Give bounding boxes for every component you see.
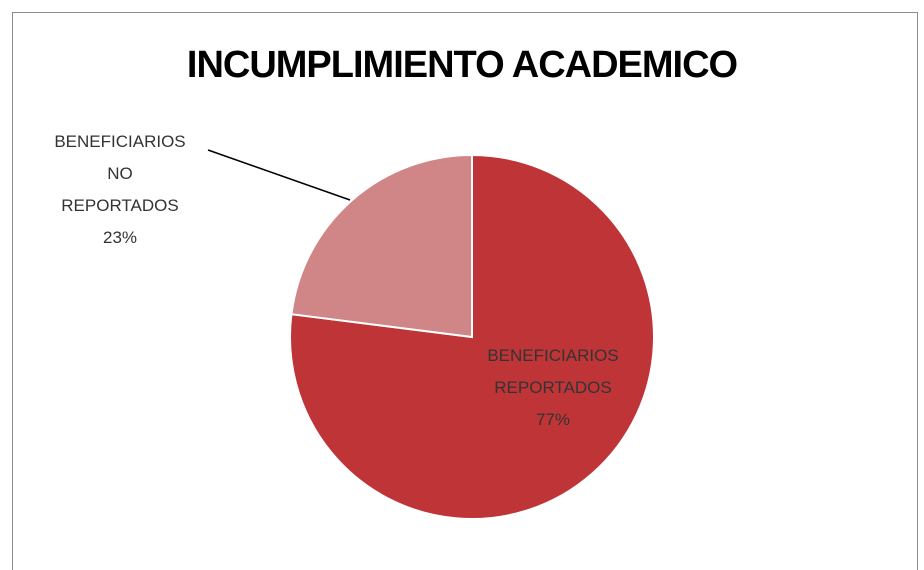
leader-line [207,149,351,201]
slice-label: BENEFICIARIOS NO REPORTADOS [54,132,186,215]
slice-value-label: 77% [535,410,571,429]
chart-title: INCUMPLIMIENTO ACADEMICO [186,44,738,86]
slice-label: BENEFICIARIOS REPORTADOS [487,346,619,397]
pie-slice [289,153,655,520]
pie-slice [290,153,473,339]
slice-value-label: 23% [102,228,138,247]
